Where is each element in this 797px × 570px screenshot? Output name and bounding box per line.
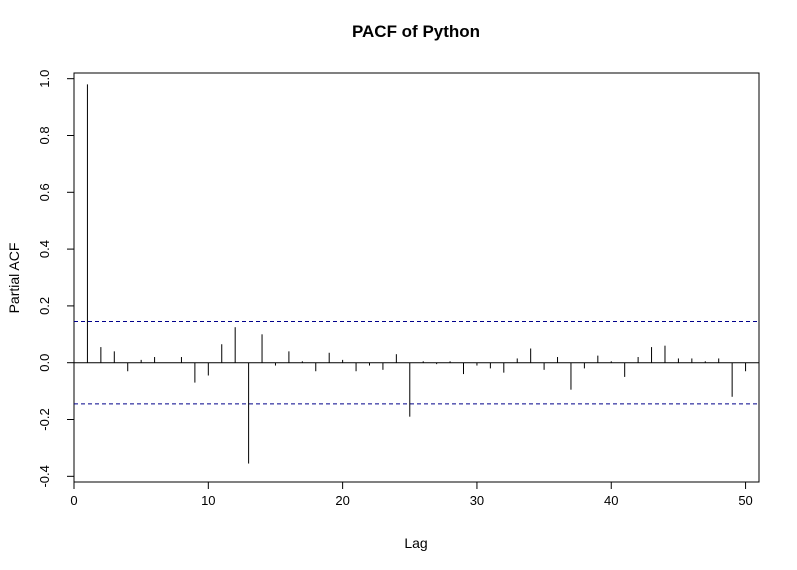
y-tick-label: -0.4 — [37, 465, 52, 487]
y-tick-label: 0.6 — [37, 183, 52, 201]
y-tick-label: 0.2 — [37, 297, 52, 315]
y-tick-label: 1.0 — [37, 70, 52, 88]
x-tick-label: 40 — [604, 493, 618, 508]
x-axis-ticks: 0 10 20 30 40 50 — [70, 482, 753, 508]
chart-title: PACF of Python — [352, 22, 480, 41]
x-tick-label: 50 — [738, 493, 752, 508]
y-tick-label: -0.2 — [37, 408, 52, 430]
x-tick-label: 0 — [70, 493, 77, 508]
x-tick-label: 30 — [470, 493, 484, 508]
x-axis-label: Lag — [404, 535, 427, 551]
y-tick-label: 0.8 — [37, 126, 52, 144]
x-tick-label: 10 — [201, 493, 215, 508]
pacf-bars — [86, 84, 747, 464]
plot-box — [73, 72, 760, 483]
y-tick-label: 0.0 — [37, 354, 52, 372]
y-tick-label: 0.4 — [37, 240, 52, 258]
y-axis-label: Partial ACF — [6, 243, 22, 314]
confidence-bounds — [74, 321, 759, 405]
x-tick-label: 20 — [335, 493, 349, 508]
y-axis-ticks: -0.4 -0.2 0.0 0.2 0.4 0.6 0.8 1.0 — [37, 70, 74, 488]
